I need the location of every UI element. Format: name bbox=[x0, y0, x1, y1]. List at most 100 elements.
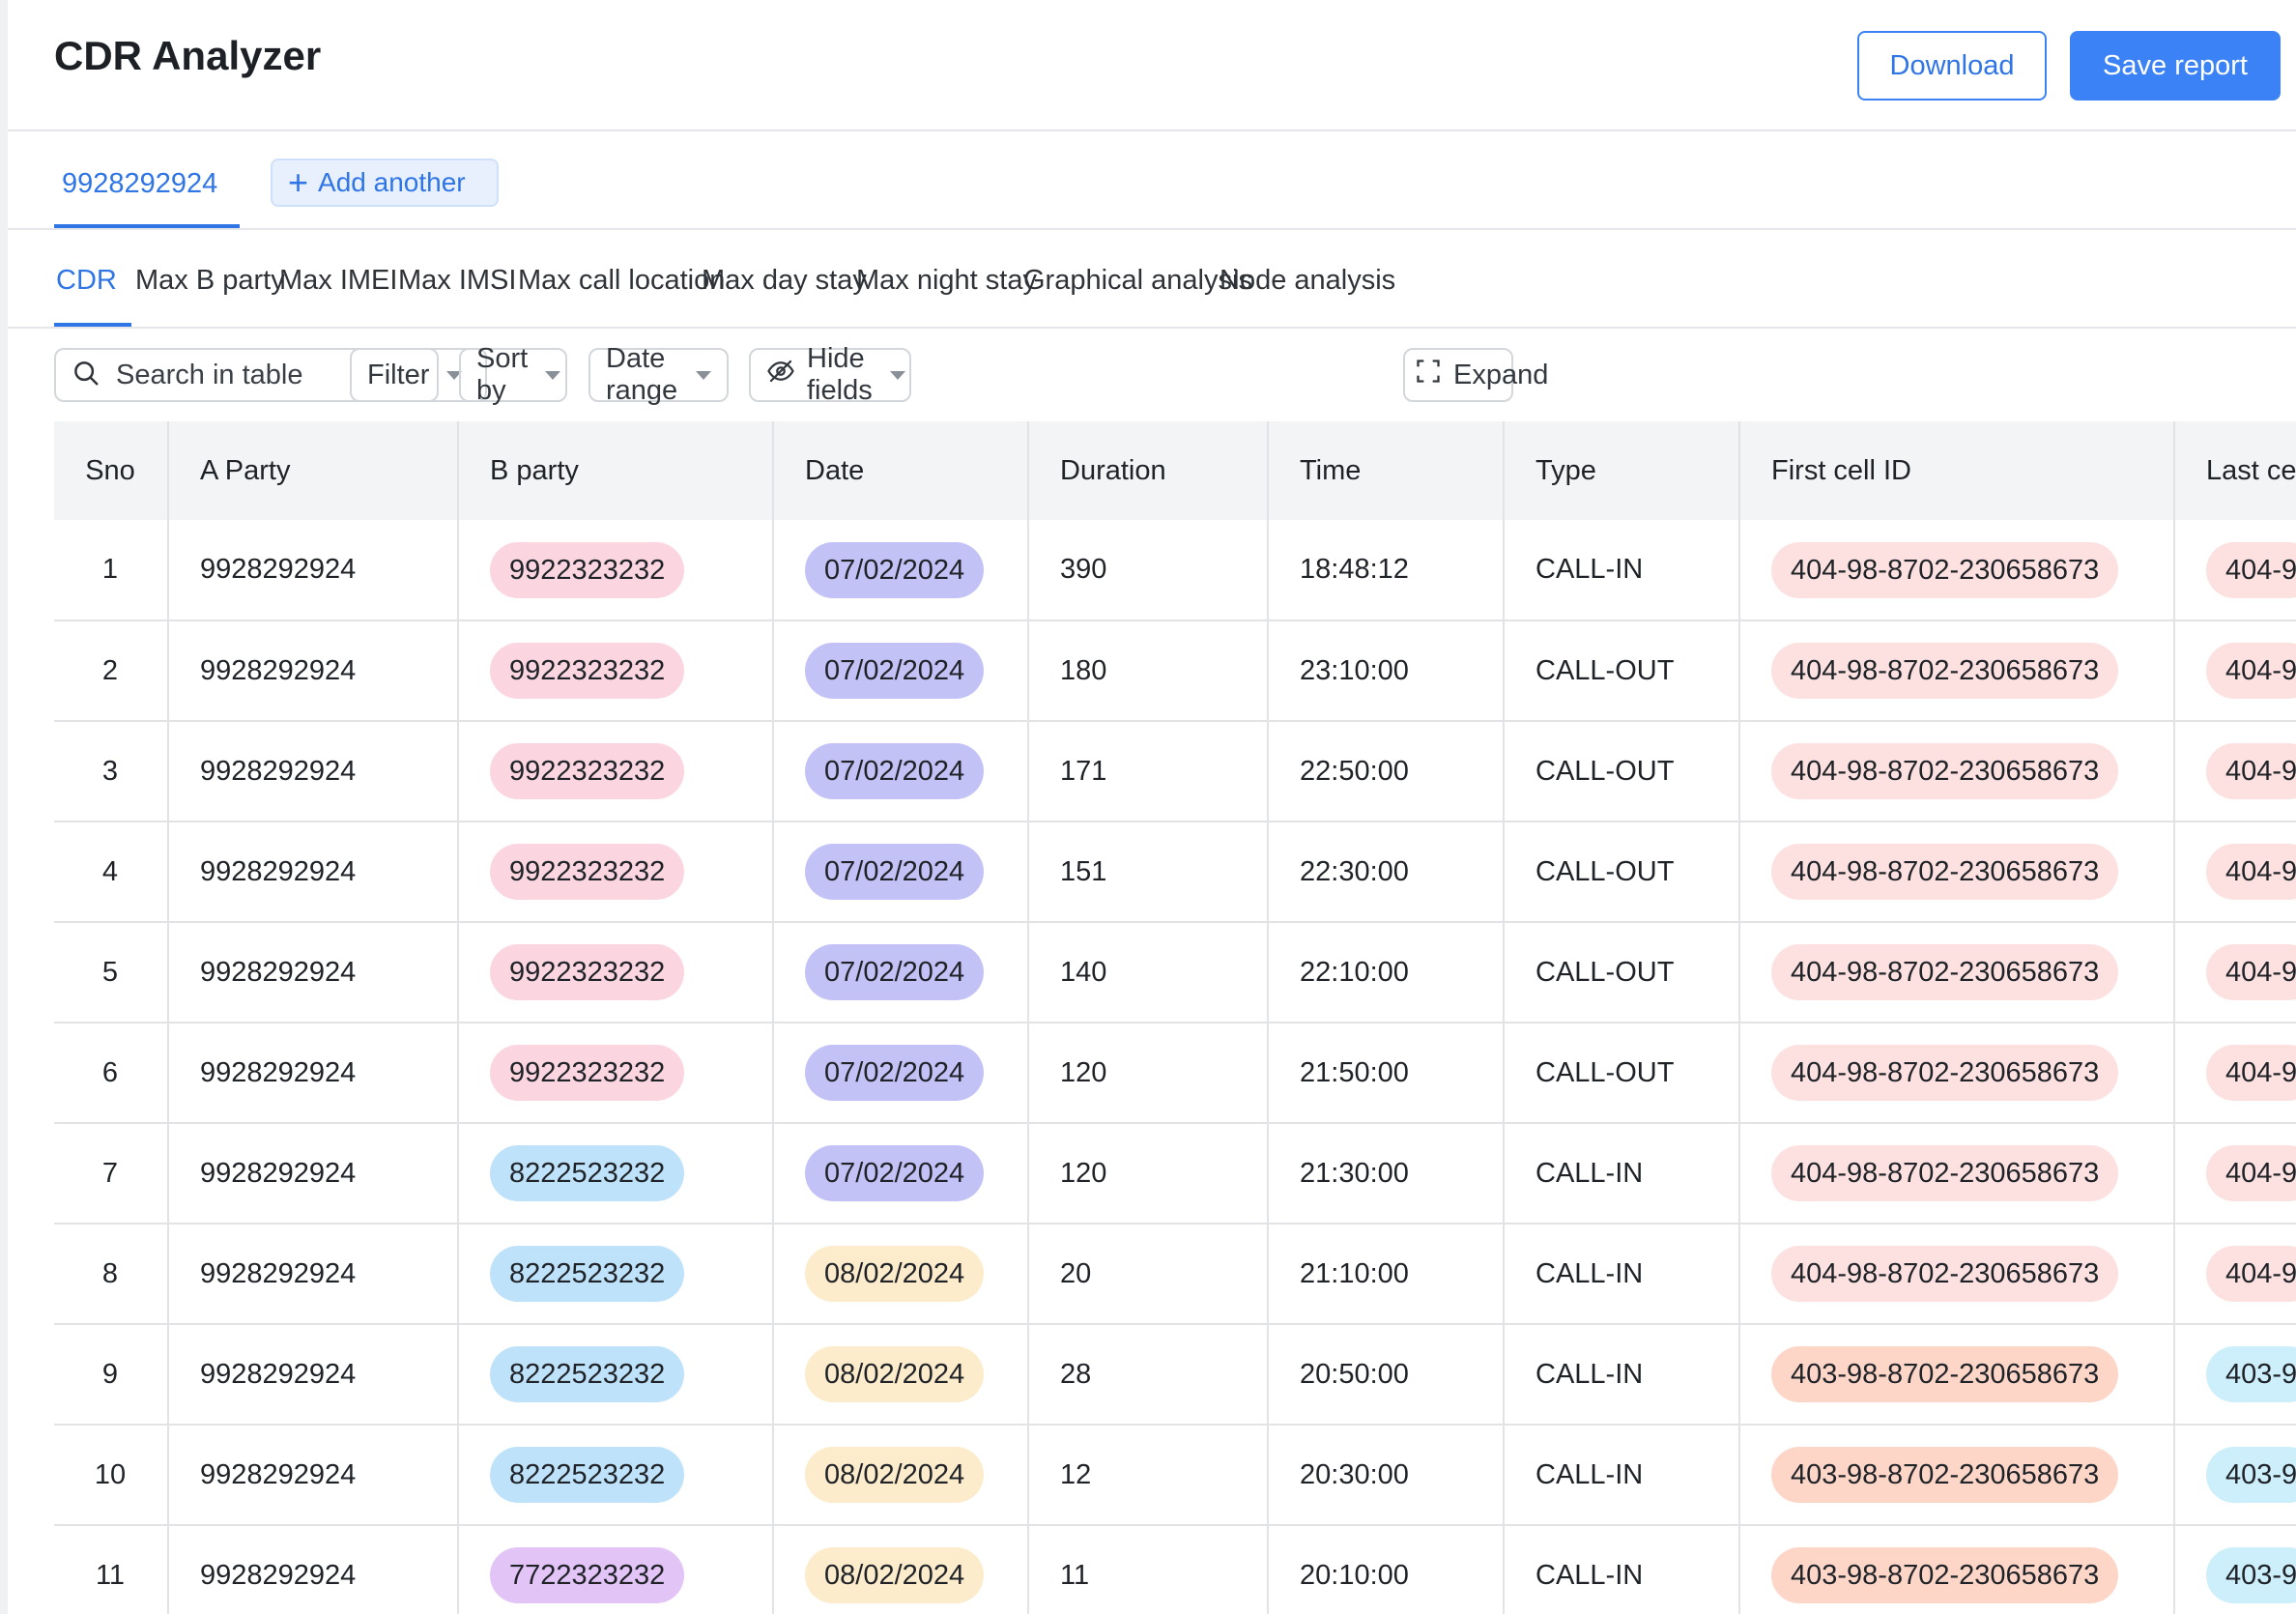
expand-button[interactable]: Expand bbox=[1403, 348, 1548, 402]
cell-a-party: 9928292924 bbox=[168, 1123, 459, 1225]
cell-duration: 171 bbox=[1028, 721, 1269, 822]
sort-by-label: Sort by bbox=[476, 343, 529, 406]
tab-graphical-analysis[interactable]: Graphical analysis bbox=[1023, 265, 1252, 296]
cell-sno: 6 bbox=[54, 1023, 169, 1124]
cell-first-cell-id-badge: 404-98-8702-230658673 bbox=[1771, 1246, 2119, 1302]
tab-max-b-party[interactable]: Max B party bbox=[135, 265, 285, 296]
table-row[interactable]: 11 9928292924 7722323232 08/02/2024 11 20:10:… bbox=[54, 1525, 2296, 1614]
tab-node-analysis[interactable]: Node analysis bbox=[1220, 265, 1396, 296]
cell-last-cell-id-badge: 403-9 bbox=[2206, 1447, 2296, 1503]
cell-type: CALL-OUT bbox=[1504, 1023, 1740, 1124]
tab-max-imsi[interactable]: Max IMSI bbox=[398, 265, 517, 296]
search-input[interactable] bbox=[114, 358, 466, 392]
cell-date-badge: 07/02/2024 bbox=[805, 643, 985, 699]
cell-sno: 7 bbox=[54, 1123, 169, 1225]
cell-b-party-badge: 9922323232 bbox=[490, 844, 685, 900]
eye-off-icon bbox=[766, 357, 795, 393]
tab-number-active[interactable]: 9928292924 bbox=[62, 168, 218, 199]
sort-by-dropdown[interactable]: Sort by bbox=[459, 343, 567, 406]
cell-time: 23:10:00 bbox=[1268, 620, 1505, 722]
search-box[interactable] bbox=[54, 348, 487, 402]
column-header-type[interactable]: Type bbox=[1504, 421, 1740, 520]
app-header: CDR Analyzer Download Save report bbox=[8, 0, 2296, 131]
cell-last-cell-id: 404-9 bbox=[2174, 1123, 2296, 1225]
cell-b-party-badge: 9922323232 bbox=[490, 743, 685, 799]
table-toolbar: Filter Sort by Date range Hide fields Ex… bbox=[8, 329, 2296, 421]
table-row[interactable]: 5 9928292924 9922323232 07/02/2024 140 22:10:… bbox=[54, 922, 2296, 1023]
table-row[interactable]: 3 9928292924 9922323232 07/02/2024 171 22:50:… bbox=[54, 721, 2296, 822]
tab-max-day-stay[interactable]: Max day stay bbox=[702, 265, 867, 296]
cell-a-party: 9928292924 bbox=[168, 620, 459, 722]
cell-time: 20:30:00 bbox=[1268, 1425, 1505, 1526]
cell-last-cell-id: 404-9 bbox=[2174, 1224, 2296, 1325]
column-header-last-cell-id[interactable]: Last ce bbox=[2174, 421, 2296, 520]
hide-fields-dropdown[interactable]: Hide fields bbox=[749, 343, 911, 406]
tab-max-night-stay[interactable]: Max night stay bbox=[856, 265, 1037, 296]
cell-date: 07/02/2024 bbox=[773, 821, 1029, 923]
cell-a-party: 9928292924 bbox=[168, 1525, 459, 1614]
cell-last-cell-id-badge: 404-9 bbox=[2206, 643, 2296, 699]
cell-duration: 120 bbox=[1028, 1123, 1269, 1225]
cell-time: 21:10:00 bbox=[1268, 1224, 1505, 1325]
tab-max-call-location[interactable]: Max call location bbox=[518, 265, 726, 296]
cell-last-cell-id-badge: 404-9 bbox=[2206, 1145, 2296, 1201]
table-row[interactable]: 9 9928292924 8222523232 08/02/2024 28 20:50:0… bbox=[54, 1324, 2296, 1426]
cell-date-badge: 08/02/2024 bbox=[805, 1547, 985, 1603]
cell-b-party-badge: 8222523232 bbox=[490, 1447, 685, 1503]
cell-last-cell-id-badge: 403-9 bbox=[2206, 1547, 2296, 1603]
cell-a-party: 9928292924 bbox=[168, 1324, 459, 1426]
date-range-dropdown[interactable]: Date range bbox=[588, 343, 729, 406]
cell-time: 22:10:00 bbox=[1268, 922, 1505, 1023]
filter-label: Filter bbox=[367, 359, 430, 390]
column-header-b-party[interactable]: B party bbox=[458, 421, 774, 520]
cell-first-cell-id-badge: 403-98-8702-230658673 bbox=[1771, 1547, 2119, 1603]
cell-first-cell-id: 404-98-8702-230658673 bbox=[1739, 922, 2175, 1023]
cdr-table-container[interactable]: Sno A Party B party Date Duration Time T… bbox=[54, 421, 2296, 1614]
cell-date: 08/02/2024 bbox=[773, 1425, 1029, 1526]
cell-duration: 140 bbox=[1028, 922, 1269, 1023]
table-row[interactable]: 4 9928292924 9922323232 07/02/2024 151 22:30:… bbox=[54, 821, 2296, 923]
column-header-a-party[interactable]: A Party bbox=[168, 421, 459, 520]
caret-down-icon bbox=[446, 370, 463, 380]
cell-first-cell-id: 404-98-8702-230658673 bbox=[1739, 721, 2175, 822]
table-row[interactable]: 10 9928292924 8222523232 08/02/2024 12 20:30:… bbox=[54, 1425, 2296, 1526]
column-header-first-cell-id[interactable]: First cell ID bbox=[1739, 421, 2175, 520]
table-row[interactable]: 1 9928292924 9922323232 07/02/2024 390 18:48:… bbox=[54, 520, 2296, 621]
cell-b-party: 9922323232 bbox=[458, 721, 774, 822]
add-another-button[interactable]: + Add another bbox=[271, 159, 499, 207]
download-button[interactable]: Download bbox=[1857, 31, 2047, 101]
active-tab-underline bbox=[54, 224, 240, 228]
cell-duration: 11 bbox=[1028, 1525, 1269, 1614]
cell-duration: 390 bbox=[1028, 520, 1269, 621]
cell-b-party: 9922323232 bbox=[458, 520, 774, 621]
column-header-time[interactable]: Time bbox=[1268, 421, 1505, 520]
caret-down-icon bbox=[545, 370, 561, 380]
tab-max-imei[interactable]: Max IMEI bbox=[279, 265, 398, 296]
column-header-date[interactable]: Date bbox=[773, 421, 1029, 520]
cell-a-party: 9928292924 bbox=[168, 520, 459, 621]
cell-last-cell-id: 404-9 bbox=[2174, 520, 2296, 621]
table-row[interactable]: 6 9928292924 9922323232 07/02/2024 120 21:50:… bbox=[54, 1023, 2296, 1124]
cell-date: 07/02/2024 bbox=[773, 520, 1029, 621]
table-row[interactable]: 8 9928292924 8222523232 08/02/2024 20 21:10:0… bbox=[54, 1224, 2296, 1325]
cell-first-cell-id-badge: 404-98-8702-230658673 bbox=[1771, 743, 2119, 799]
filter-dropdown[interactable]: Filter bbox=[350, 348, 463, 402]
caret-down-icon bbox=[696, 370, 711, 380]
date-range-label: Date range bbox=[606, 343, 678, 406]
cell-a-party: 9928292924 bbox=[168, 1224, 459, 1325]
column-header-sno[interactable]: Sno bbox=[54, 421, 169, 520]
cell-b-party: 9922323232 bbox=[458, 922, 774, 1023]
cell-last-cell-id: 403-9 bbox=[2174, 1525, 2296, 1614]
tab-cdr[interactable]: CDR bbox=[56, 265, 117, 296]
table-row[interactable]: 7 9928292924 8222523232 07/02/2024 120 21:30:… bbox=[54, 1123, 2296, 1225]
cell-date-badge: 07/02/2024 bbox=[805, 1145, 985, 1201]
table-row[interactable]: 2 9928292924 9922323232 07/02/2024 180 23:10:… bbox=[54, 620, 2296, 722]
column-header-duration[interactable]: Duration bbox=[1028, 421, 1269, 520]
cell-type: CALL-OUT bbox=[1504, 821, 1740, 923]
cell-last-cell-id-badge: 404-9 bbox=[2206, 944, 2296, 1000]
cell-type: CALL-IN bbox=[1504, 1525, 1740, 1614]
save-report-button[interactable]: Save report bbox=[2070, 31, 2281, 101]
cell-time: 21:30:00 bbox=[1268, 1123, 1505, 1225]
cell-first-cell-id-badge: 404-98-8702-230658673 bbox=[1771, 541, 2119, 598]
cell-last-cell-id: 404-9 bbox=[2174, 1023, 2296, 1124]
